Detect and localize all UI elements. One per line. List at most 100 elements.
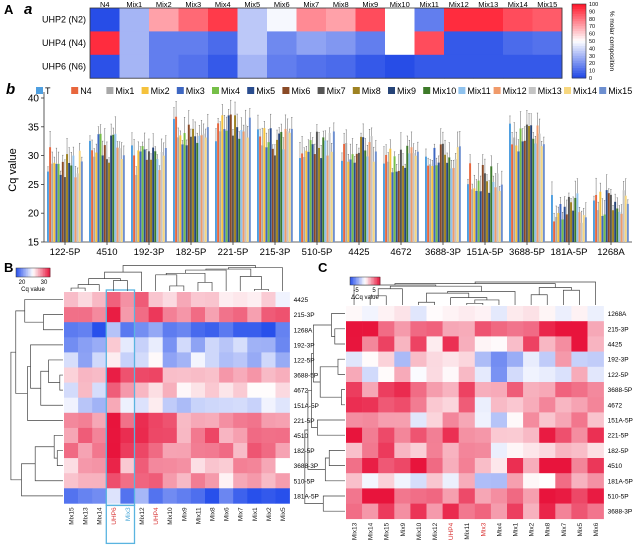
heatmap-a-cell [355, 8, 386, 32]
heatmap-a-col-label: Mix1 [126, 0, 142, 9]
heatmap-C-row-label: 4425 [608, 342, 623, 349]
heatmap-B-cell [78, 307, 93, 323]
bar [595, 194, 598, 242]
heatmap-B-cell [233, 473, 248, 489]
heatmap-B-cell [64, 382, 79, 398]
heatmap-a-cell [355, 54, 386, 79]
legend-swatch [528, 87, 536, 94]
colorbar-B-segment [16, 268, 19, 277]
heatmap-B-cell [275, 337, 290, 353]
heatmap-a-cell [208, 54, 238, 79]
heatmap-a-col-label: Mix14 [508, 0, 528, 9]
bar [481, 164, 484, 242]
heatmap-B-cell [233, 488, 248, 504]
heatmap-B-cell [205, 307, 220, 323]
heatmap-a-cell [90, 8, 120, 32]
heatmap-a-cell [119, 54, 150, 79]
heatmap-C-cell [458, 442, 476, 459]
heatmap-B-cell [92, 352, 107, 368]
bar [160, 151, 163, 242]
heatmap-C-cell [474, 366, 492, 383]
heatmap-a-cell [296, 54, 327, 79]
bar [139, 151, 142, 242]
heatmap-B-cell [106, 292, 121, 308]
bar-chart-b: T N4 Mix1 Mix2 Mix3 Mix4 Mix5 Mix6 Mix7 Mix8 Mix9 M… [7, 86, 632, 258]
bar [290, 128, 293, 242]
x-tick-label: 221-5P [218, 247, 249, 258]
heatmap-C-cell [458, 321, 476, 337]
heatmap-B-cell [64, 322, 79, 338]
heatmap-B-cell [162, 367, 178, 383]
heatmap-C-cell [394, 503, 411, 520]
heatmap-B-cell [134, 488, 149, 504]
heatmap-B-cell [64, 307, 79, 323]
heatmap-B-cell [148, 307, 163, 323]
heatmap-B-cell [78, 473, 93, 489]
heatmap-C-cell [555, 458, 572, 474]
heatmap-C-cell [523, 412, 540, 428]
heatmap-C-cell [346, 412, 363, 428]
heatmap-B-cell [120, 488, 135, 504]
heatmap-a-cell [503, 8, 533, 32]
colorbar-B-segment [38, 268, 41, 277]
colorbar-a-segment [572, 26, 586, 30]
heatmap-C-cell [571, 336, 588, 352]
heatmap-C-cell [490, 488, 508, 504]
dendrogram-B-col-branch [77, 284, 100, 291]
bar [181, 144, 184, 242]
bar [61, 161, 64, 242]
bar [551, 195, 553, 242]
heatmap-B-cell [190, 322, 206, 338]
heatmap-B-cell [219, 322, 234, 338]
heatmap-B-col-label: Mix8 [210, 507, 217, 521]
heatmap-B-cell [92, 397, 107, 414]
heatmap-B-row-label: 4425 [294, 297, 309, 304]
heatmap-C-cell [394, 488, 411, 504]
heatmap-C-cell [490, 397, 508, 413]
dendrogram-C-col-branch [474, 299, 500, 305]
heatmap-B-cell [261, 412, 276, 429]
bar [521, 141, 524, 242]
heatmap-C-cell [474, 458, 492, 474]
bar [576, 193, 579, 242]
heatmap-C-cell [539, 442, 556, 459]
x-tick-label: 181A-5P [551, 247, 588, 258]
colorbar-a-tick: 80 [589, 17, 595, 23]
colorbar-a-tick: 60 [589, 32, 595, 38]
heatmap-C-cell [378, 458, 395, 474]
heatmap-C-cell [555, 321, 572, 337]
heatmap-B-cell [275, 352, 290, 368]
heatmap-B-cell [120, 427, 135, 444]
heatmap-C-cell [426, 382, 443, 398]
heatmap-C-cell [507, 382, 524, 398]
heatmap-C-cell [539, 366, 556, 383]
heatmap-a-cell [444, 54, 474, 79]
heatmap-C-cell [378, 397, 395, 413]
dendrogram-C-row-branch [341, 389, 345, 406]
heatmap-B-col-label: Mix10 [167, 507, 174, 525]
heatmap-C-cell [442, 382, 459, 398]
colorbar-a-segment [572, 23, 586, 27]
dendrogram-B-row-branch [53, 435, 63, 459]
colorbar-C-segment [378, 277, 381, 285]
colorbar-a-segment [572, 16, 586, 20]
heatmap-C-cell [507, 306, 524, 322]
heatmap-B: 4425 215-3P 1268A 192-3P 122-5P 3688-5P 4672 15… [10, 265, 319, 545]
colorbar-a-segment [572, 43, 586, 47]
dendrogram-B-col-branch [165, 272, 206, 283]
heatmap-B-cell [134, 382, 149, 398]
bar [152, 147, 155, 242]
legend-label: Mix12 [503, 86, 527, 96]
bar [614, 201, 617, 242]
heatmap-B-cell [247, 488, 262, 504]
bar [513, 137, 516, 242]
heatmap-C-cell [523, 366, 540, 383]
bar [593, 200, 595, 242]
bar [97, 134, 100, 242]
heatmap-B-cell [120, 412, 135, 429]
heatmap-C-cell [474, 503, 492, 520]
heatmap-C-cell [587, 473, 604, 489]
heatmap-C-col-label: Mix1 [513, 522, 520, 536]
heatmap-a-cell [444, 31, 474, 56]
heatmap-B-cell [134, 427, 149, 444]
